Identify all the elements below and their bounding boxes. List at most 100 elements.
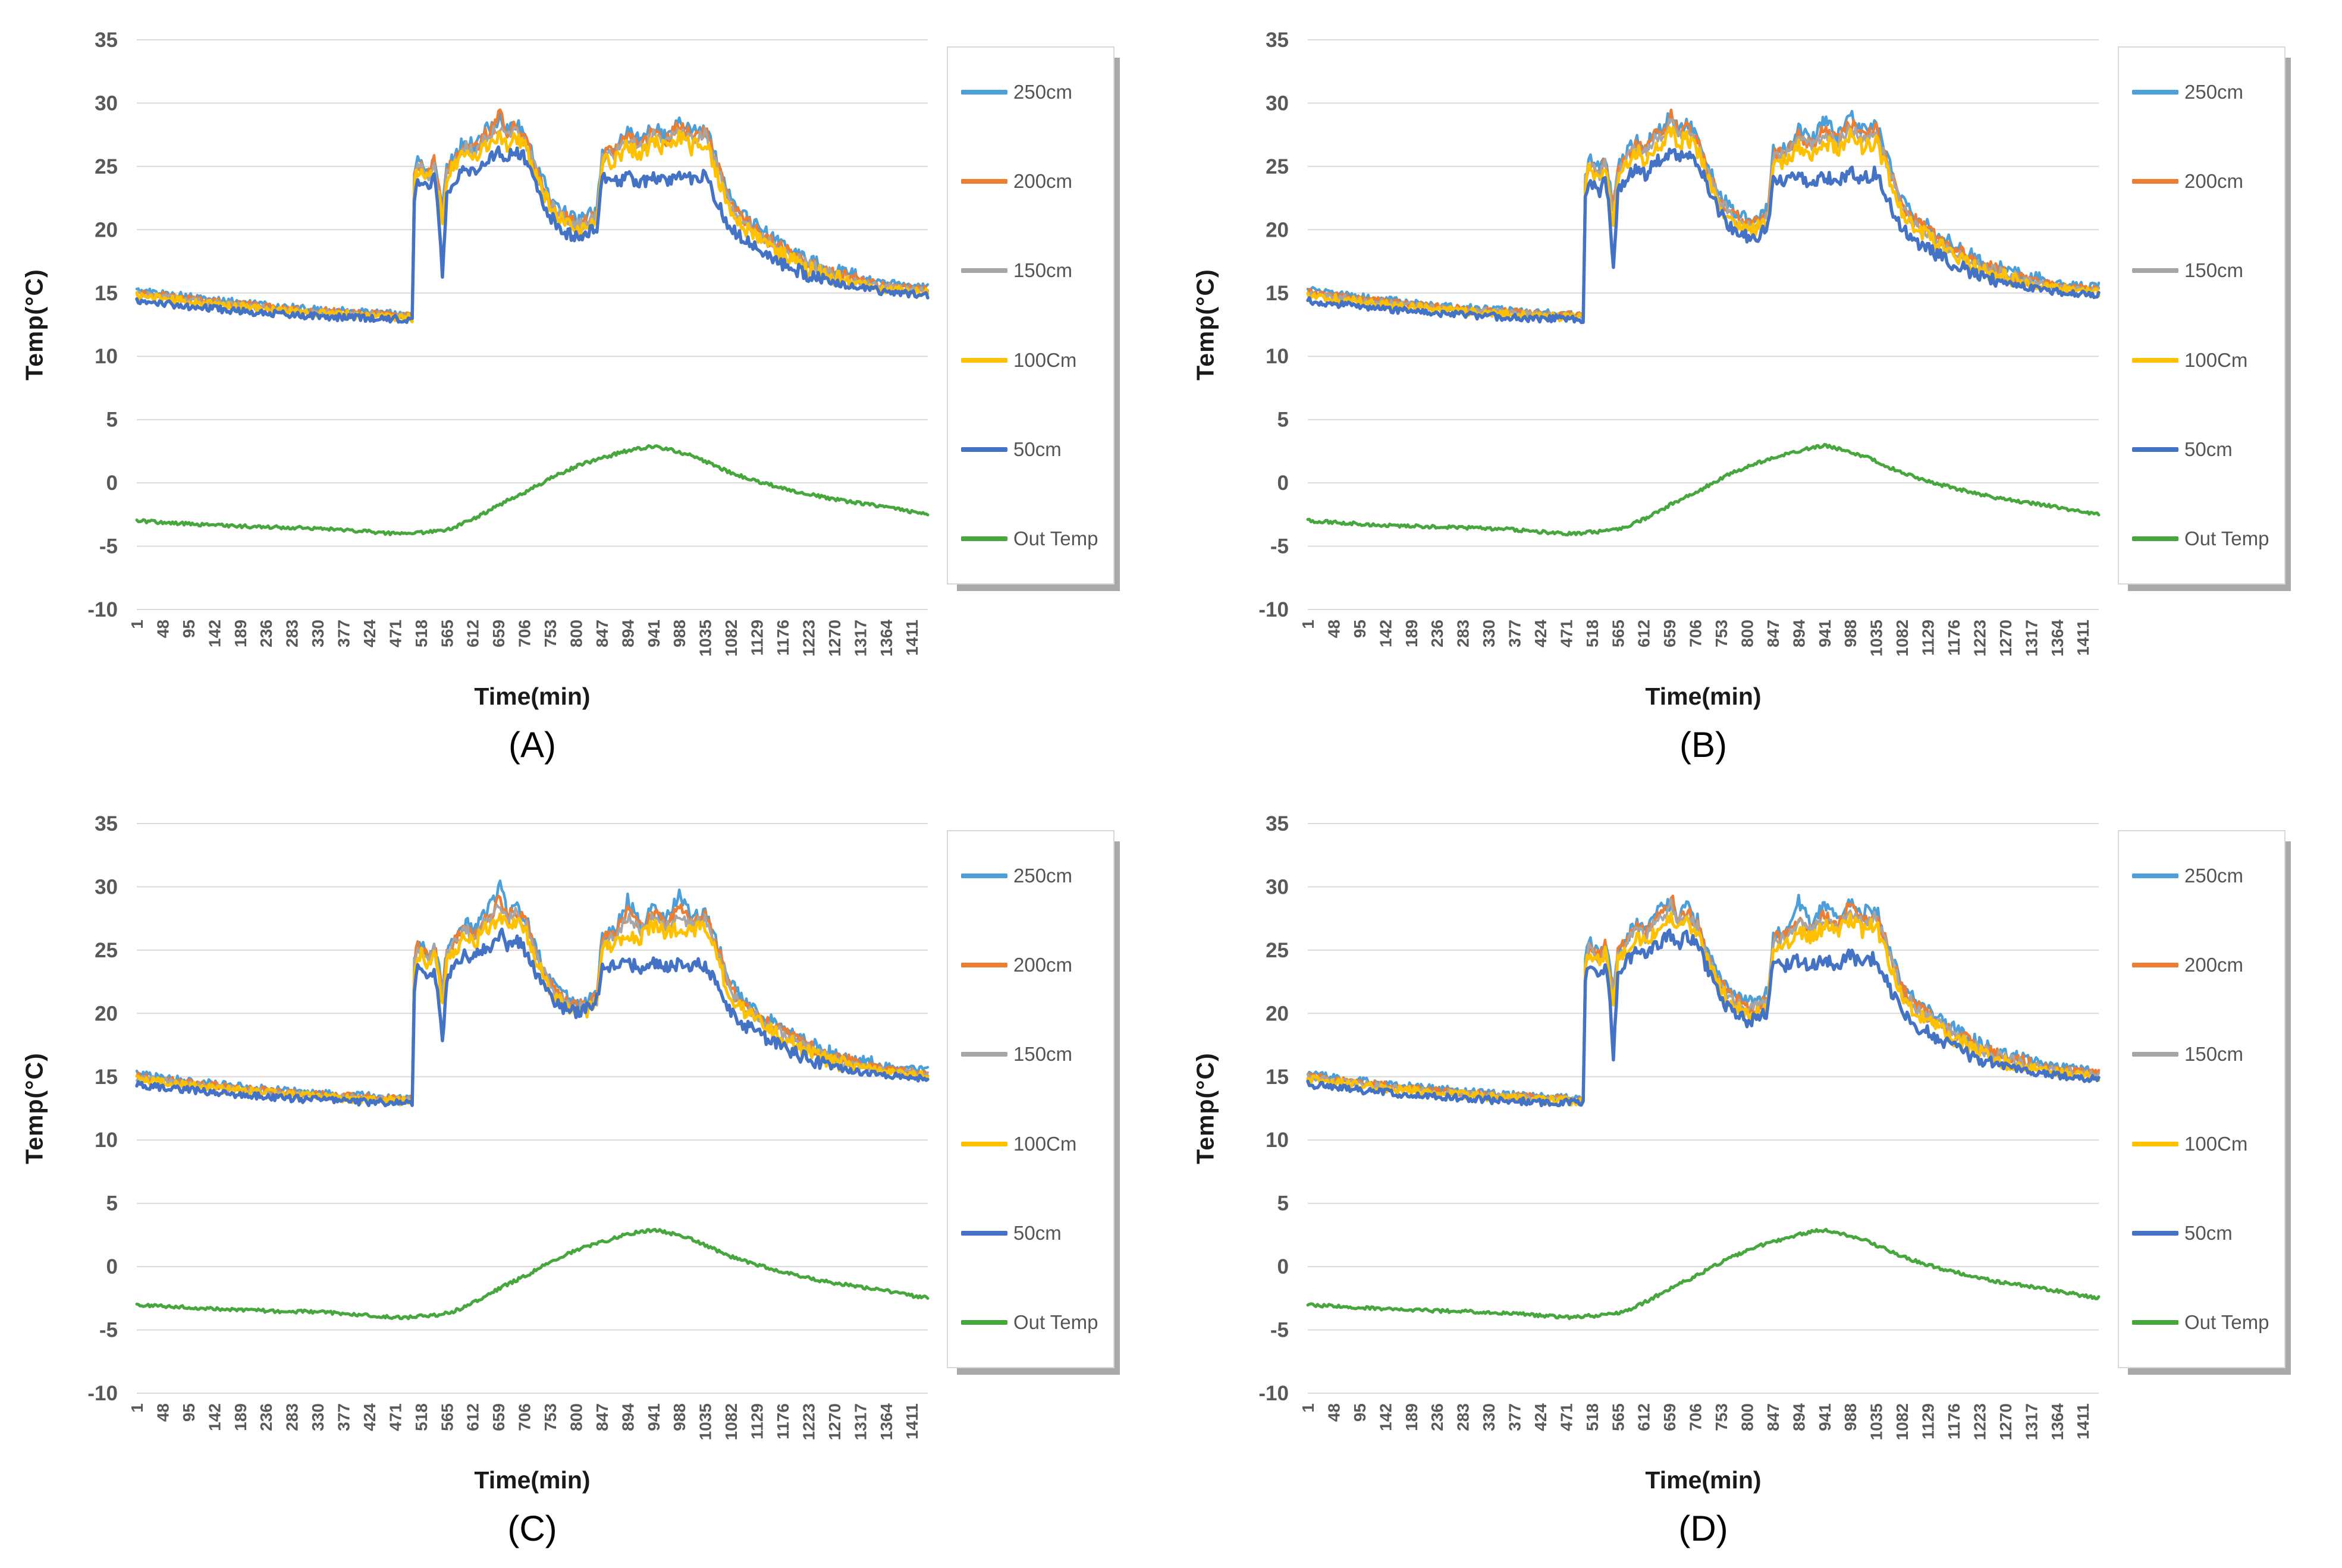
x-tick-label: 894 [619, 620, 637, 648]
x-tick-label: 659 [489, 1403, 508, 1431]
x-tick-label: 377 [335, 1403, 353, 1431]
x-tick-label: 283 [1454, 620, 1473, 648]
x-tick-label: 1223 [1970, 620, 1989, 656]
legend-label: 250cm [2184, 865, 2244, 887]
x-tick-label: 988 [1841, 1403, 1860, 1431]
legend-label: Out Temp [1013, 1311, 1098, 1333]
legend-label: 200cm [2184, 954, 2244, 976]
legend-item-250cm: 250cm [948, 865, 1113, 887]
legend-line-swatch [961, 357, 1007, 363]
series-line-150cm [1307, 118, 2100, 322]
y-tick-label: 10 [95, 345, 118, 368]
y-tick-label: 25 [1266, 939, 1289, 962]
x-tick-label: 612 [1635, 620, 1653, 648]
chart-a: 35 30 25 20 15 10 5 0 -5 -10 1 48 95 142 189 236 283 330 3… [0, 0, 1171, 784]
x-tick-label: 48 [1324, 620, 1343, 638]
legend-line-swatch [961, 179, 1007, 184]
x-tick-label: 1082 [722, 620, 740, 656]
legend-label: Out Temp [1013, 527, 1098, 549]
legend-line-swatch [961, 1052, 1007, 1057]
y-tick-label: 25 [95, 939, 118, 962]
x-tick-label: 471 [386, 620, 404, 648]
x-tick-label: 1129 [1919, 620, 1938, 656]
y-tick-label: 5 [106, 1192, 118, 1215]
x-tick-label: 142 [205, 1403, 224, 1431]
y-tick-label: 30 [95, 875, 118, 898]
x-tick-label: 1176 [774, 620, 792, 656]
series-line-out-temp [135, 1228, 930, 1321]
series-line-200cm [135, 108, 930, 319]
x-tick-label: 1364 [877, 620, 896, 657]
y-tick-label: 30 [1266, 875, 1289, 898]
chart-caption-c: (C) [507, 1509, 557, 1548]
y-tick-label: 30 [95, 92, 118, 115]
chart-caption-b: (B) [1679, 725, 1727, 765]
x-tick-label: 95 [180, 1403, 198, 1422]
legend-label: 150cm [2184, 1043, 2244, 1066]
series-line-50cm [135, 927, 930, 1108]
legend-item-out-temp: Out Temp [2119, 527, 2284, 550]
x-tick-label: 988 [670, 1403, 689, 1431]
x-tick-label: 1035 [696, 620, 715, 656]
x-tick-label: 1317 [851, 620, 869, 656]
legend-line-swatch [2132, 873, 2178, 879]
plot-area-b: 35 30 25 20 15 10 5 0 -5 -10 1 48 95 142 189 236 283 330 3… [1258, 29, 2101, 656]
legend-label: Out Temp [2184, 1311, 2269, 1333]
x-tick-label: 1270 [1996, 620, 2015, 656]
plot-area-a: 35 30 25 20 15 10 5 0 -5 -10 1 48 95 142 189 236 283 330 3… [87, 29, 930, 657]
legend-label: 100Cm [2184, 1132, 2248, 1155]
legend-item-150cm: 150cm [2119, 259, 2284, 282]
y-tick-label: 5 [1277, 1192, 1289, 1215]
plot-area-c: 35 30 25 20 15 10 5 0 -5 -10 1 48 95 142 189 236 283 330 3… [87, 812, 930, 1440]
x-tick-label: 565 [1609, 1403, 1627, 1431]
y-tick-label: 0 [106, 1255, 118, 1278]
legend-label: 50cm [1013, 1221, 1062, 1244]
series-line-50cm [1306, 928, 2101, 1108]
y-tick-label: 30 [1266, 92, 1289, 115]
series-line-out-temp [1306, 442, 2101, 537]
x-tick-label: 1035 [1867, 1403, 1886, 1440]
legend-box: 250cm 200cm 150cm 100Cm 50cm Out Temp [2118, 46, 2286, 585]
x-tick-label: 377 [1506, 620, 1524, 648]
series-line-250cm [135, 879, 930, 1103]
legend-label: 50cm [2184, 438, 2233, 460]
legend-line-swatch [961, 90, 1007, 95]
x-tick-label: 1223 [799, 620, 818, 656]
y-tick-label: 5 [106, 409, 118, 432]
legend-label: 250cm [1013, 81, 1073, 103]
y-tick-label: 20 [95, 1002, 118, 1025]
x-tick-label: 1176 [1945, 620, 1963, 656]
series-line-200cm [1306, 894, 2101, 1104]
x-tick-label: 565 [438, 620, 456, 648]
x-tick-label: 565 [1609, 620, 1627, 648]
legend-item-200cm: 200cm [948, 954, 1113, 976]
series-line-out-temp [1306, 1227, 2101, 1321]
x-tick-label: 1223 [799, 1403, 818, 1440]
x-tick-label: 377 [335, 620, 353, 648]
x-tick-label: 330 [309, 620, 327, 648]
legend-label: 50cm [2184, 1221, 2233, 1244]
x-axis-title: Time(min) [474, 1466, 591, 1494]
x-tick-label: 894 [1790, 1403, 1808, 1431]
x-tick-label: 189 [1402, 620, 1421, 648]
x-tick-label: 471 [1557, 620, 1575, 648]
chart-b: 35 30 25 20 15 10 5 0 -5 -10 1 48 95 142 189 236 283 330 3… [1171, 0, 2342, 784]
x-tick-label: 283 [283, 620, 302, 648]
x-tick-label: 800 [1738, 1403, 1757, 1431]
x-tick-label: 471 [386, 1403, 404, 1431]
series-line-150cm [1307, 898, 2100, 1104]
x-tick-label: 753 [541, 1403, 560, 1431]
legend-line-swatch [961, 268, 1007, 274]
y-tick-label: 15 [1266, 1066, 1289, 1089]
x-tick-label: 518 [1583, 620, 1602, 648]
x-tick-label: 941 [645, 620, 663, 648]
x-tick-label: 800 [1738, 620, 1757, 648]
legend-line-swatch [961, 447, 1007, 452]
x-tick-label: 612 [464, 1403, 482, 1431]
x-tick-label: 1176 [774, 1403, 792, 1440]
x-tick-label: 1317 [2022, 620, 2040, 656]
legend-item-100cm: 100Cm [2119, 349, 2284, 372]
x-tick-label: 236 [1428, 620, 1446, 648]
y-tick-label: 0 [106, 472, 118, 495]
